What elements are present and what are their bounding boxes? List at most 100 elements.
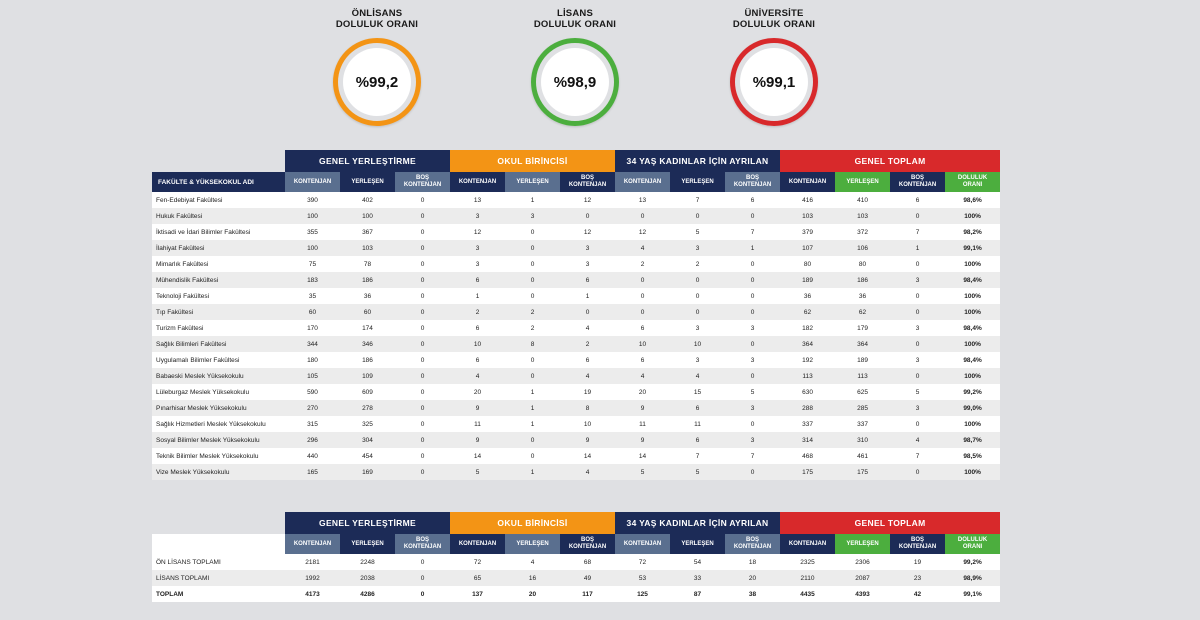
gauge-value: %99,1 bbox=[740, 48, 808, 116]
row-label: Sağlık Bilimleri Fakültesi bbox=[152, 336, 285, 352]
gauge-ring: %98,9 bbox=[531, 38, 619, 126]
table-row: LİSANS TOPLAMI 1992 2038 0 65 16 49 53 33 20 2110 2… bbox=[152, 570, 1001, 586]
subheader-yerlesen: YERLEŞEN bbox=[670, 172, 725, 192]
cell-value: 14 bbox=[560, 448, 615, 464]
cell-value: 65 bbox=[450, 570, 505, 586]
cell-value: 6 bbox=[890, 192, 946, 208]
cell-value: 0 bbox=[725, 272, 781, 288]
occupancy-rate: 100% bbox=[945, 336, 1001, 352]
cell-value: 410 bbox=[835, 192, 891, 208]
cell-value: 3 bbox=[725, 400, 781, 416]
cell-value: 7 bbox=[890, 224, 946, 240]
cell-value: 9 bbox=[450, 432, 505, 448]
cell-value: 390 bbox=[285, 192, 340, 208]
row-label: Babaeski Meslek Yüksekokulu bbox=[152, 368, 285, 384]
cell-value: 186 bbox=[340, 272, 395, 288]
subheader-yerlesen: YERLEŞEN bbox=[505, 172, 560, 192]
occupancy-rate: 99,0% bbox=[945, 400, 1001, 416]
cell-value: 364 bbox=[780, 336, 836, 352]
cell-value: 54 bbox=[670, 554, 725, 570]
cell-value: 0 bbox=[395, 368, 450, 384]
cell-value: 1 bbox=[560, 288, 615, 304]
cell-value: 1 bbox=[505, 400, 560, 416]
cell-value: 6 bbox=[615, 352, 670, 368]
cell-value: 18 bbox=[725, 554, 781, 570]
group-genel-yerlestirme: GENEL YERLEŞTİRME bbox=[285, 512, 450, 534]
cell-value: 0 bbox=[670, 208, 725, 224]
occupancy-rate: 100% bbox=[945, 464, 1001, 480]
cell-value: 0 bbox=[505, 272, 560, 288]
cell-value: 19 bbox=[890, 554, 946, 570]
table-row: Sağlık Bilimleri Fakültesi 344 346 0 10 8 2 10 1… bbox=[152, 336, 1001, 352]
cell-value: 9 bbox=[560, 432, 615, 448]
cell-value: 0 bbox=[890, 416, 946, 432]
cell-value: 4 bbox=[615, 368, 670, 384]
subheader-bos-kontenjan: BOŞ KONTENJAN bbox=[395, 534, 450, 554]
cell-value: 20 bbox=[450, 384, 505, 400]
group-genel-toplam: GENEL TOPLAM bbox=[780, 512, 1001, 534]
cell-value: 0 bbox=[395, 416, 450, 432]
cell-value: 0 bbox=[395, 288, 450, 304]
cell-value: 0 bbox=[505, 352, 560, 368]
cell-value: 285 bbox=[835, 400, 891, 416]
table-row: Mühendislik Fakültesi 183 186 0 6 0 6 0 0 0 189 186… bbox=[152, 272, 1001, 288]
row-label: Mimarlık Fakültesi bbox=[152, 256, 285, 272]
cell-value: 1 bbox=[725, 240, 781, 256]
cell-value: 337 bbox=[835, 416, 891, 432]
table-row: İlahiyat Fakültesi 100 103 0 3 0 3 4 3 1 107 106 1 99… bbox=[152, 240, 1001, 256]
occupancy-rate: 100% bbox=[945, 256, 1001, 272]
occupancy-rate: 98,9% bbox=[945, 570, 1001, 586]
group-34-yas-kadinlar: 34 YAŞ KADINLAR İÇİN AYRILAN bbox=[615, 512, 781, 534]
subheader-kontenjan: KONTENJAN bbox=[285, 172, 340, 192]
cell-value: 0 bbox=[395, 586, 450, 602]
cell-value: 113 bbox=[780, 368, 836, 384]
cell-value: 0 bbox=[560, 208, 615, 224]
cell-value: 20 bbox=[725, 570, 781, 586]
cell-value: 270 bbox=[285, 400, 340, 416]
cell-value: 113 bbox=[835, 368, 891, 384]
row-label: Hukuk Fakültesi bbox=[152, 208, 285, 224]
cell-value: 36 bbox=[780, 288, 836, 304]
cell-value: 60 bbox=[340, 304, 395, 320]
cell-value: 0 bbox=[725, 416, 781, 432]
cell-value: 4173 bbox=[285, 586, 340, 602]
cell-value: 2181 bbox=[285, 554, 340, 570]
cell-value: 367 bbox=[340, 224, 395, 240]
cell-value: 100 bbox=[285, 240, 340, 256]
group-genel-yerlestirme: GENEL YERLEŞTİRME bbox=[285, 150, 450, 172]
cell-value: 402 bbox=[340, 192, 395, 208]
cell-value: 3 bbox=[505, 208, 560, 224]
cell-value: 355 bbox=[285, 224, 340, 240]
cell-value: 2 bbox=[560, 336, 615, 352]
cell-value: 304 bbox=[340, 432, 395, 448]
cell-value: 4 bbox=[560, 464, 615, 480]
cell-value: 42 bbox=[890, 586, 946, 602]
gauge-ring: %99,1 bbox=[730, 38, 818, 126]
cell-value: 5 bbox=[670, 464, 725, 480]
cell-value: 117 bbox=[560, 586, 615, 602]
occupancy-rate: 100% bbox=[945, 208, 1001, 224]
cell-value: 20 bbox=[615, 384, 670, 400]
row-label: Pınarhisar Meslek Yüksekokulu bbox=[152, 400, 285, 416]
cell-value: 0 bbox=[395, 240, 450, 256]
cell-value: 170 bbox=[285, 320, 340, 336]
row-label: ÖN LİSANS TOPLAMI bbox=[152, 554, 285, 570]
subheader-row: KONTENJAN YERLEŞEN BOŞ KONTENJAN KONTENJAN YE… bbox=[152, 534, 1001, 554]
cell-value: 278 bbox=[340, 400, 395, 416]
cell-value: 36 bbox=[340, 288, 395, 304]
cell-value: 0 bbox=[560, 304, 615, 320]
row-label: Vize Meslek Yüksekokulu bbox=[152, 464, 285, 480]
cell-value: 9 bbox=[615, 432, 670, 448]
group-34-yas-kadinlar: 34 YAŞ KADINLAR İÇİN AYRILAN bbox=[615, 150, 781, 172]
cell-value: 0 bbox=[395, 320, 450, 336]
cell-value: 33 bbox=[670, 570, 725, 586]
cell-value: 4 bbox=[450, 368, 505, 384]
cell-value: 10 bbox=[615, 336, 670, 352]
subheader-yerlesen: YERLEŞEN bbox=[340, 172, 395, 192]
table-row: Teknik Bilimler Meslek Yüksekokulu 440 454… bbox=[152, 448, 1001, 464]
cell-value: 0 bbox=[395, 384, 450, 400]
cell-value: 7 bbox=[890, 448, 946, 464]
occupancy-rate: 98,4% bbox=[945, 272, 1001, 288]
cell-value: 183 bbox=[285, 272, 340, 288]
cell-value: 23 bbox=[890, 570, 946, 586]
